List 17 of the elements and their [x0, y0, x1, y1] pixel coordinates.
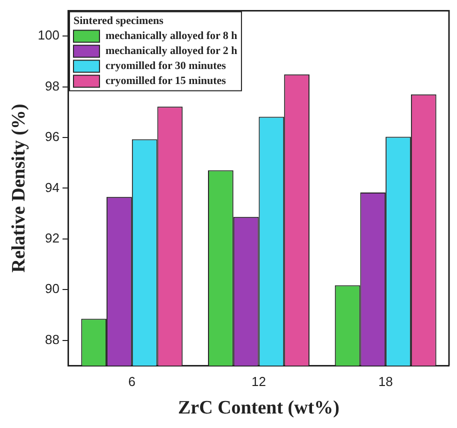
- x-tick-label: 18: [378, 374, 393, 389]
- y-tick-label: 90: [45, 281, 60, 296]
- legend-label: cryomilled for 15 minutes: [105, 75, 227, 88]
- legend-label: mechanically alloyed for 8 h: [105, 30, 238, 42]
- y-tick-label: 94: [45, 180, 60, 195]
- y-tick-label: 92: [45, 230, 60, 246]
- y-axis-title: Relative Density (%): [8, 104, 30, 273]
- x-axis-title: ZrC Content (wt%): [178, 398, 340, 419]
- legend-label: mechanically alloyed for 2 h: [105, 45, 238, 58]
- y-tick-label: 100: [38, 28, 60, 43]
- y-tick-label: 96: [45, 129, 60, 144]
- legend-title: Sintered specimens: [73, 15, 164, 28]
- legend-label: cryomilled for 30 minutes: [105, 60, 227, 72]
- y-tick-label: 98: [45, 78, 60, 94]
- y-tick-label: 88: [45, 332, 60, 347]
- x-tick-label: 12: [252, 374, 266, 389]
- x-tick-label: 6: [128, 374, 136, 389]
